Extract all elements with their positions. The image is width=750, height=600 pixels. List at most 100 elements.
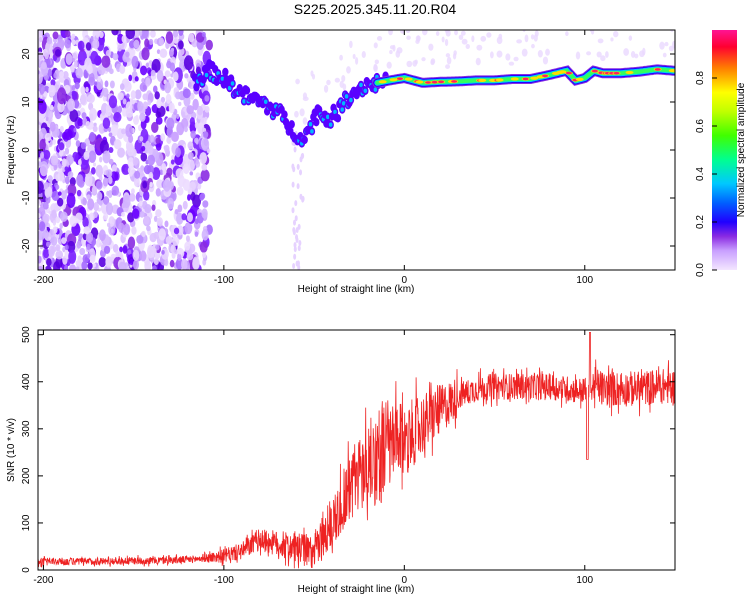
spectral-blob <box>299 169 303 176</box>
spectral-blob <box>129 193 136 202</box>
spectral-blob <box>177 247 183 255</box>
spectral-blob <box>38 230 43 241</box>
spectral-blob <box>107 126 112 133</box>
ridge-hotspot <box>542 74 549 78</box>
spectral-blob <box>291 181 295 188</box>
spectral-blob <box>106 190 110 196</box>
spectral-blob <box>181 117 189 129</box>
spectral-blob <box>126 143 135 157</box>
spectral-blob <box>542 56 549 65</box>
spectral-blob <box>106 222 111 228</box>
spectral-blob <box>428 43 434 51</box>
spectral-blob <box>152 265 157 270</box>
spectral-blob <box>58 163 62 169</box>
spectral-blob <box>52 139 57 145</box>
x-tick-label: -200 <box>33 575 53 586</box>
spectral-blob <box>293 219 297 226</box>
spectral-blob <box>342 83 347 91</box>
spectral-blob <box>75 212 83 224</box>
spectral-blob <box>38 265 44 270</box>
spectral-blob <box>127 236 136 250</box>
spectral-blob <box>147 154 155 166</box>
spectral-blob <box>99 242 103 247</box>
spectral-blob <box>641 20 645 26</box>
spectral-blob <box>110 124 119 137</box>
spectral-blob <box>64 166 69 172</box>
spectral-blob <box>67 171 74 179</box>
spectral-blob <box>175 168 184 179</box>
spectral-blob <box>516 39 522 44</box>
spectral-blob <box>60 237 67 245</box>
ridge-hotspot <box>613 71 620 75</box>
spectral-blob <box>167 197 175 210</box>
spectral-blob <box>105 169 113 178</box>
spectral-blob <box>38 36 43 43</box>
spectral-blob <box>39 139 46 152</box>
spectral-blob <box>388 30 393 36</box>
ridge-hotspot <box>625 70 634 75</box>
spectral-blob <box>62 246 66 253</box>
spectral-blob <box>47 68 53 77</box>
spectral-blob <box>177 204 183 213</box>
spectral-blob <box>147 145 154 155</box>
spectral-blob <box>670 30 674 32</box>
spectral-blob <box>623 48 630 56</box>
spectral-blob <box>57 170 65 182</box>
spectral-blob <box>132 156 139 166</box>
spectral-blob <box>199 152 208 165</box>
spectral-blob <box>125 108 134 118</box>
ridge-hotspot <box>415 80 424 84</box>
spectral-blob <box>44 132 52 142</box>
spectral-blob <box>170 159 175 165</box>
spectral-blob <box>323 84 329 93</box>
spectral-blob <box>64 175 70 185</box>
spectral-blob <box>38 30 43 38</box>
spectral-blob <box>458 34 464 40</box>
spectral-blob <box>297 223 301 230</box>
spectral-blob <box>44 183 49 190</box>
spectral-blob <box>59 211 68 222</box>
ridge-blob <box>310 129 314 134</box>
spectral-blob <box>38 70 43 85</box>
spectral-blob <box>454 30 458 36</box>
spectral-blob <box>160 133 166 142</box>
spectral-blob <box>204 105 210 113</box>
spectral-blob <box>291 163 295 170</box>
ridge-hotspot <box>451 80 458 83</box>
spectral-blob <box>95 180 103 190</box>
spectral-blob <box>293 253 297 260</box>
spectral-blob <box>127 157 135 169</box>
spectral-blob <box>150 69 156 77</box>
spectral-blob <box>295 237 299 244</box>
spectral-blob <box>130 188 135 195</box>
spectral-blob <box>149 134 155 143</box>
spectral-blob <box>295 78 300 85</box>
spectral-blob <box>201 208 208 219</box>
spectral-blob <box>102 87 109 97</box>
snr-series-line <box>38 332 675 569</box>
spectral-blob <box>62 71 69 79</box>
spectral-blob <box>53 72 57 79</box>
spectral-blob <box>151 58 161 73</box>
spectral-blob <box>148 38 154 46</box>
ridge-hotspot <box>378 80 387 84</box>
ridge-hotspot <box>668 69 675 73</box>
x-tick-label: 0 <box>402 275 408 286</box>
spectral-blob <box>524 34 529 43</box>
ridge-hotspot <box>396 77 403 81</box>
spectral-blob <box>205 39 213 51</box>
spectral-blob <box>373 63 378 71</box>
spectral-blob <box>108 158 114 165</box>
spectral-blob <box>61 131 68 140</box>
spectral-blob <box>149 181 153 188</box>
spectral-blob <box>143 164 152 175</box>
spectral-blob <box>38 100 47 114</box>
x-tick-label: -100 <box>214 575 234 586</box>
spectral-blob <box>38 255 42 264</box>
spectral-blob <box>118 222 125 233</box>
spectral-blob <box>38 131 44 141</box>
spectral-blob <box>81 112 87 119</box>
y-tick-label: 200 <box>21 467 32 484</box>
spectral-blob <box>85 86 89 93</box>
ridge-blob <box>308 122 313 127</box>
